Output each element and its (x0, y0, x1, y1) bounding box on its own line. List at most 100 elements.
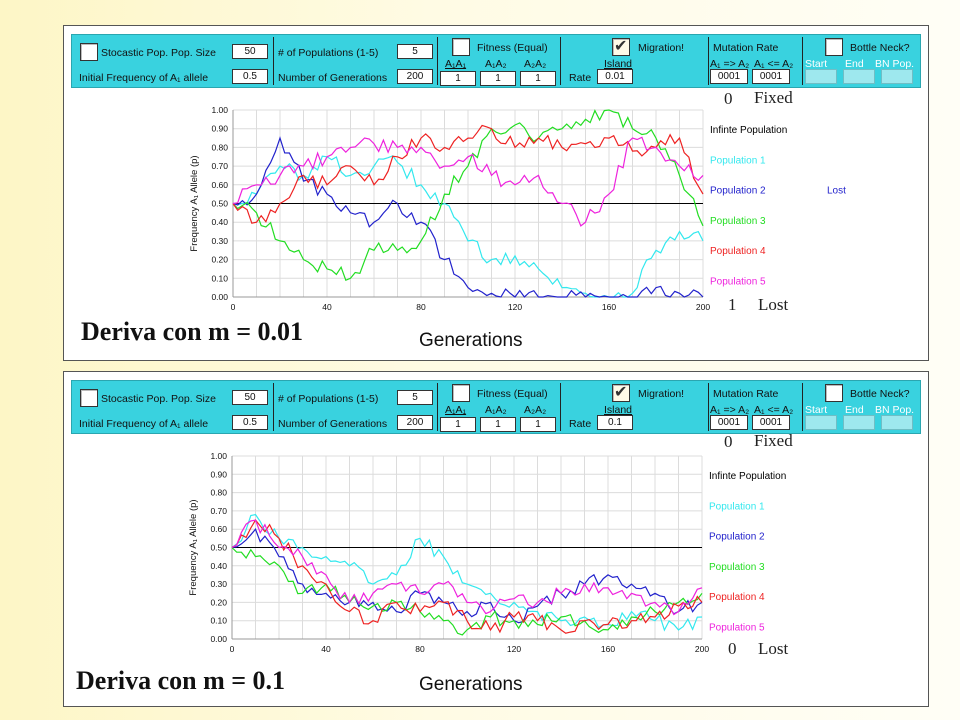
toolbar-divider (802, 383, 803, 431)
bottleneck-end-input[interactable] (843, 415, 875, 430)
y-tick-label: 0.60 (211, 180, 228, 190)
pop-size-input[interactable]: 50 (232, 44, 268, 59)
toolbar-divider (437, 383, 438, 431)
series-line (231, 519, 703, 634)
island-label: Island (604, 58, 633, 70)
mutation-back-label: A₁ <= A₂ (754, 58, 794, 70)
stochastic-label: Stocastic Pop. Pop. Size (101, 47, 216, 59)
bottleneck-label: Bottle Neck? (850, 388, 910, 400)
fitness-a1a2-input[interactable]: 1 (480, 71, 516, 86)
x-tick-label: 0 (230, 644, 235, 654)
num-populations-input[interactable]: 5 (397, 390, 433, 405)
migration-checkbox[interactable] (612, 382, 630, 402)
num-generations-input[interactable]: 200 (397, 69, 433, 84)
fitness-a2a2-input[interactable]: 1 (520, 417, 556, 432)
mutation-forward-input[interactable]: 0001 (710, 415, 748, 430)
fitness-checkbox[interactable] (452, 38, 470, 56)
y-tick-label: 0.10 (210, 616, 227, 626)
y-axis-label: Frequency A₁ Allele (p) (189, 155, 200, 251)
x-tick-label: 80 (415, 644, 425, 654)
fixed-label: Fixed (754, 88, 793, 107)
y-tick-label: 0.80 (211, 142, 228, 152)
y-tick-label: 0.80 (210, 488, 227, 498)
y-tick-label: 0.40 (211, 217, 228, 227)
bottleneck-end-input[interactable] (843, 69, 875, 84)
fitness-a2a2-input[interactable]: 1 (520, 71, 556, 86)
bottleneck-start-label: Start (805, 404, 828, 416)
legend-entry: Infinte Population (709, 471, 786, 482)
x-tick-label: 120 (508, 302, 522, 312)
mutation-forward-label: A₁ => A₂ (710, 58, 750, 70)
mutation-back-input[interactable]: 0001 (752, 415, 790, 430)
num-populations-input[interactable]: 5 (397, 44, 433, 59)
bottleneck-checkbox[interactable] (825, 38, 843, 56)
x-tick-label: 0 (231, 302, 236, 312)
legend-entry: Population 4 (710, 246, 766, 257)
toolbar-divider (273, 37, 274, 85)
mutation-forward-input[interactable]: 0001 (710, 69, 748, 84)
fixed-count: 0 (724, 432, 733, 451)
lost-count: 1 (728, 295, 737, 314)
mutation-back-label: A₁ <= A₂ (754, 404, 794, 416)
x-tick-label: 160 (601, 644, 615, 654)
y-tick-label: 0.90 (211, 124, 228, 134)
migration-checkbox[interactable] (612, 36, 630, 56)
fitness-checkbox[interactable] (452, 384, 470, 402)
stochastic-checkbox[interactable] (80, 389, 98, 407)
toolbar-divider (560, 383, 561, 431)
y-axis-label: Frequency A₁ Allele (p) (188, 499, 199, 595)
fixed-label: Fixed (754, 431, 793, 450)
bottleneck-start-input[interactable] (805, 69, 837, 84)
legend-entry: Population 1 (710, 155, 766, 166)
migration-label: Migration! (638, 42, 685, 54)
bottleneck-pop-input[interactable] (881, 415, 913, 430)
lost-label: Lost (758, 295, 789, 314)
series-line (232, 155, 704, 298)
lost-count: 0 (728, 639, 737, 658)
mutation-rate-label: Mutation Rate (713, 388, 779, 400)
y-tick-label: 0.10 (211, 273, 228, 283)
series-line (232, 124, 704, 224)
legend-entry: Population 3 (709, 562, 765, 573)
fitness-a1a1-input[interactable]: 1 (440, 71, 476, 86)
legend-entry: Population 2 (709, 532, 765, 543)
legend-entry: Population 4 (709, 592, 765, 603)
panel-caption: Deriva con m = 0.1 (76, 666, 286, 695)
bottleneck-pop-input[interactable] (881, 69, 913, 84)
y-tick-label: 0.00 (210, 634, 227, 644)
fitness-a1a2-input[interactable]: 1 (480, 417, 516, 432)
y-tick-label: 0.00 (211, 292, 228, 302)
controls-toolbar: Stocastic Pop. Pop. Size 50 Initial Freq… (71, 380, 921, 434)
stochastic-checkbox[interactable] (80, 43, 98, 61)
initial-frequency-input[interactable]: 0.5 (232, 69, 268, 84)
series-line (232, 136, 704, 298)
x-tick-label: 40 (322, 302, 332, 312)
fitness-a1a1-label: A₁A₁ (445, 58, 467, 70)
bottleneck-start-input[interactable] (805, 415, 837, 430)
x-axis-label: Generations (419, 674, 523, 695)
bottleneck-checkbox[interactable] (825, 384, 843, 402)
panel-caption: Deriva con m = 0.01 (81, 317, 304, 346)
fitness-a1a2-label: A₁A₂ (485, 58, 507, 70)
x-tick-label: 40 (321, 644, 331, 654)
fitness-a2a2-label: A₂A₂ (524, 58, 547, 70)
y-tick-label: 0.40 (210, 561, 227, 571)
rate-label: Rate (569, 72, 592, 84)
toolbar-divider (708, 37, 709, 85)
num-generations-label: Number of Generations (278, 72, 388, 84)
migration-rate-input[interactable]: 0.1 (597, 415, 633, 430)
mutation-back-input[interactable]: 0001 (752, 69, 790, 84)
num-generations-input[interactable]: 200 (397, 415, 433, 430)
num-populations-label: # of Populations (1-5) (278, 393, 379, 405)
legend-entry: Population 5 (710, 277, 766, 288)
fitness-a1a1-input[interactable]: 1 (440, 417, 476, 432)
initial-frequency-label: Initial Frequency of A₁ allele (79, 72, 209, 84)
frequency-chart: 0.00 0.10 0.20 0.30 0.40 0.50 0.60 0.70 0.80 0.90… (189, 105, 846, 312)
initial-frequency-input[interactable]: 0.5 (232, 415, 268, 430)
x-tick-label: 200 (696, 302, 710, 312)
migration-rate-input[interactable]: 0.01 (597, 69, 633, 84)
series-line (231, 513, 703, 632)
fitness-label: Fitness (Equal) (477, 42, 548, 54)
pop-size-input[interactable]: 50 (232, 390, 268, 405)
y-tick-label: 0.60 (210, 524, 227, 534)
